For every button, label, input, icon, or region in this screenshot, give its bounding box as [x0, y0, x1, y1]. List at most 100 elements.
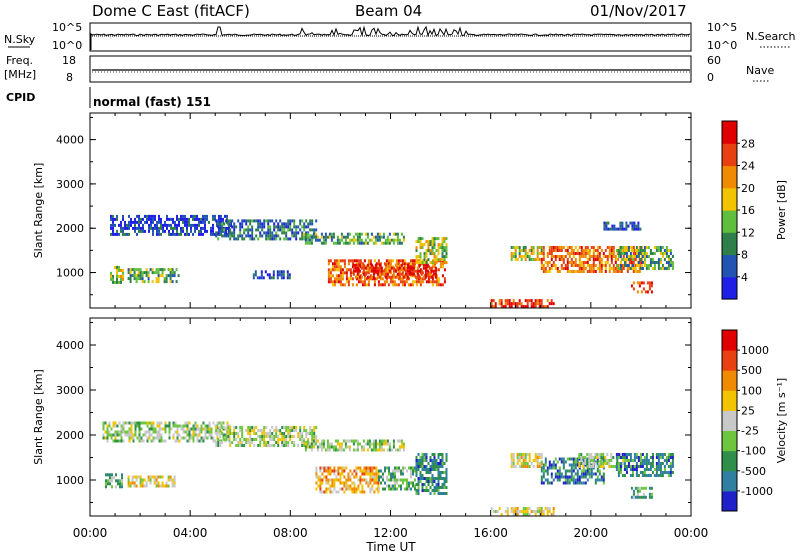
echo-cell — [241, 219, 244, 223]
echo-cell — [431, 249, 434, 253]
echo-cell — [603, 227, 606, 231]
echo-cell — [215, 219, 218, 223]
echo-cell — [192, 424, 195, 428]
echo-cell — [328, 445, 331, 449]
echo-cell — [271, 237, 274, 241]
echo-cell — [341, 487, 344, 491]
echo-cell — [434, 275, 437, 279]
echo-cell — [439, 453, 442, 456]
echo-cell — [359, 478, 362, 482]
echo-cell — [128, 220, 130, 224]
echo-cell — [614, 465, 617, 468]
echo-cell — [308, 238, 311, 242]
echo-cell — [329, 268, 332, 272]
echo-cell — [359, 259, 362, 263]
echo-cell — [631, 474, 634, 477]
echo-cell — [204, 217, 206, 221]
echo-region — [378, 466, 416, 491]
echo-cell — [152, 232, 154, 236]
echo-cell — [269, 237, 272, 241]
echo-cell — [245, 222, 248, 226]
echo-cell — [364, 272, 367, 276]
echo-cell — [580, 481, 583, 485]
echo-cell — [146, 436, 149, 440]
echo-cell — [237, 234, 240, 238]
echo-cell — [196, 226, 198, 230]
echo-cell — [642, 281, 645, 285]
echo-cell — [170, 232, 172, 236]
echo-cell — [172, 220, 174, 224]
echo-cell — [287, 426, 290, 429]
echo-cell — [637, 456, 640, 459]
echo-cell — [392, 445, 395, 449]
echo-cell — [333, 478, 336, 482]
echo-cell — [198, 217, 200, 221]
echo-cell — [398, 478, 400, 482]
echo-cell — [604, 249, 607, 252]
echo-cell — [110, 214, 112, 218]
echo-cell — [217, 429, 220, 432]
echo-cell — [285, 222, 288, 226]
echo-cell — [574, 481, 577, 485]
echo-cell — [636, 486, 639, 490]
echo-cell — [291, 234, 294, 238]
echo-cell — [398, 269, 401, 273]
echo-cell — [140, 421, 143, 425]
echo-cell — [388, 275, 391, 279]
echo-cell — [182, 436, 185, 440]
echo-cell — [283, 432, 286, 435]
echo-cell — [609, 227, 612, 231]
echo-region — [302, 439, 405, 452]
echo-cell — [669, 471, 672, 474]
echo-cell — [518, 453, 521, 456]
echo-cell — [437, 489, 440, 492]
echo-cell — [409, 259, 412, 263]
echo-cell — [630, 258, 633, 261]
echo-cell — [339, 478, 342, 482]
echo-cell — [403, 283, 406, 287]
freq-label-2: [MHz] — [4, 68, 36, 81]
echo-cell — [536, 453, 539, 456]
echo-cell — [106, 433, 109, 437]
echo-cell — [128, 421, 131, 425]
echo-cell — [118, 421, 121, 425]
echo-cell — [272, 273, 275, 277]
echo-cell — [419, 255, 422, 259]
echo-cell — [160, 436, 163, 440]
echo-cell — [314, 238, 317, 242]
echo-cell — [259, 444, 262, 447]
echo-cell — [389, 259, 392, 263]
echo-cell — [584, 249, 587, 252]
echo-cell — [441, 252, 444, 256]
echo-cell — [269, 435, 272, 438]
echo-cell — [627, 255, 630, 258]
colorbar-segment — [722, 276, 737, 300]
echo-cell — [530, 510, 533, 513]
echo-cell — [330, 445, 333, 449]
echo-cell — [392, 442, 395, 446]
echo-cell — [153, 478, 156, 482]
echo-cell — [166, 226, 168, 230]
echo-cell — [132, 436, 135, 440]
echo-cell — [329, 490, 332, 494]
echo-cell — [271, 234, 274, 238]
echo-cell — [357, 484, 360, 488]
echo-cell — [102, 436, 105, 440]
echo-cell — [552, 255, 555, 258]
echo-cell — [372, 448, 375, 452]
echo-cell — [309, 426, 312, 429]
echo-cell — [516, 456, 519, 459]
echo-cell — [196, 433, 199, 437]
echo-cell — [158, 229, 160, 233]
echo-cell — [254, 273, 257, 277]
echo-cell — [233, 438, 236, 441]
echo-cell — [309, 219, 312, 223]
echo-cell — [206, 214, 208, 218]
echo-cell — [612, 267, 615, 270]
echo-cell — [267, 441, 270, 444]
echo-cell — [330, 238, 333, 242]
echo-cell — [355, 472, 358, 476]
echo-cell — [427, 280, 430, 284]
echo-cell — [269, 444, 272, 447]
echo-cell — [302, 439, 305, 443]
